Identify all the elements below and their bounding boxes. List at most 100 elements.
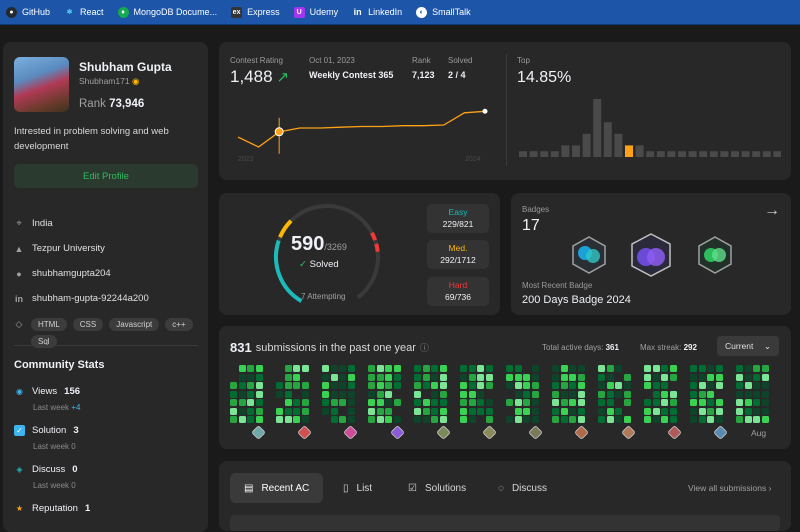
heatmap-cell[interactable] xyxy=(247,390,254,398)
heatmap-cell[interactable] xyxy=(255,382,263,389)
heatmap-cell[interactable] xyxy=(385,373,392,381)
heatmap-cell[interactable] xyxy=(255,399,263,406)
heatmap-cell[interactable] xyxy=(652,407,660,415)
heatmap-cell[interactable] xyxy=(439,390,447,398)
heatmap-cell[interactable] xyxy=(368,399,375,406)
heatmap-cell[interactable] xyxy=(393,365,401,372)
heatmap-cell[interactable] xyxy=(753,407,760,415)
bookmark-smalltalk[interactable]: ◐ SmallTalk xyxy=(416,6,471,18)
heatmap-cell[interactable] xyxy=(284,382,292,389)
heatmap-cell[interactable] xyxy=(652,390,660,398)
heatmap-cell[interactable] xyxy=(322,373,329,381)
heatmap-cell[interactable] xyxy=(330,407,338,415)
heatmap-cell[interactable] xyxy=(293,407,300,415)
heatmap-cell[interactable] xyxy=(422,373,430,381)
heatmap-cell[interactable] xyxy=(238,382,246,389)
month-badge-icon[interactable] xyxy=(574,425,590,440)
heatmap-cell[interactable] xyxy=(552,416,559,423)
heatmap-cell[interactable] xyxy=(301,365,309,372)
heatmap-cell[interactable] xyxy=(514,373,522,381)
heatmap-cell[interactable] xyxy=(247,407,254,415)
heatmap-cell[interactable] xyxy=(736,416,743,423)
heatmap-cell[interactable] xyxy=(698,390,706,398)
heatmap-cell[interactable] xyxy=(753,416,760,423)
heatmap-cell[interactable] xyxy=(569,373,576,381)
heatmap-cell[interactable] xyxy=(422,382,430,389)
heatmap-cell[interactable] xyxy=(293,399,300,406)
heatmap-cell[interactable] xyxy=(393,373,401,381)
heatmap-cell[interactable] xyxy=(393,382,401,389)
heatmap-cell[interactable] xyxy=(255,390,263,398)
heatmap-cell[interactable] xyxy=(761,416,769,423)
heatmap-cell[interactable] xyxy=(368,365,375,372)
badge-icon[interactable] xyxy=(569,235,609,275)
month-badge-icon[interactable] xyxy=(482,425,497,440)
heatmap-cell[interactable] xyxy=(644,373,651,381)
heatmap-cell[interactable] xyxy=(736,399,743,406)
heatmap-cell[interactable] xyxy=(276,390,283,398)
heatmap-cell[interactable] xyxy=(506,365,513,372)
heatmap-cell[interactable] xyxy=(606,382,614,389)
heatmap-cell[interactable] xyxy=(376,365,384,372)
heatmap-cell[interactable] xyxy=(385,390,392,398)
heatmap-cell[interactable] xyxy=(431,373,438,381)
heatmap-cell[interactable] xyxy=(468,416,476,423)
heatmap-cell[interactable] xyxy=(623,416,631,423)
heatmap-cell[interactable] xyxy=(414,399,421,406)
heatmap-cell[interactable] xyxy=(506,416,513,423)
heatmap-cell[interactable] xyxy=(598,407,605,415)
heatmap-cell[interactable] xyxy=(715,416,723,423)
heatmap-cell[interactable] xyxy=(523,399,530,406)
heatmap-cell[interactable] xyxy=(230,416,237,423)
heatmap-cell[interactable] xyxy=(690,390,697,398)
heatmap-cell[interactable] xyxy=(468,407,476,415)
heatmap-cell[interactable] xyxy=(422,399,430,406)
heatmap-cell[interactable] xyxy=(230,390,237,398)
bookmark-mongodb[interactable]: ♦ MongoDB Docume... xyxy=(117,6,217,18)
heatmap-cell[interactable] xyxy=(552,373,559,381)
heatmap-cell[interactable] xyxy=(284,373,292,381)
month-badge-icon[interactable] xyxy=(435,425,451,440)
heatmap-cell[interactable] xyxy=(514,390,522,398)
heatmap-cell[interactable] xyxy=(569,399,576,406)
heatmap-cell[interactable] xyxy=(330,365,338,372)
heatmap-cell[interactable] xyxy=(644,407,651,415)
heatmap-cell[interactable] xyxy=(414,382,421,389)
heatmap-cell[interactable] xyxy=(414,407,421,415)
heatmap-cell[interactable] xyxy=(669,365,677,372)
heatmap-cell[interactable] xyxy=(744,399,752,406)
heatmap-cell[interactable] xyxy=(339,365,346,372)
heatmap-cell[interactable] xyxy=(247,373,254,381)
heatmap-cell[interactable] xyxy=(347,390,355,398)
heatmap-cell[interactable] xyxy=(715,373,723,381)
month-badge-icon[interactable] xyxy=(343,425,359,440)
heatmap-cell[interactable] xyxy=(569,365,576,372)
heatmap-cell[interactable] xyxy=(339,382,346,389)
skill-tag[interactable]: CSS xyxy=(72,318,104,331)
heatmap-cell[interactable] xyxy=(560,407,568,415)
heatmap-cell[interactable] xyxy=(523,373,530,381)
heatmap-cell[interactable] xyxy=(347,407,355,415)
heatmap-cell[interactable] xyxy=(322,390,329,398)
heatmap-cell[interactable] xyxy=(715,407,723,415)
heatmap-cell[interactable] xyxy=(615,382,622,389)
heatmap-cell[interactable] xyxy=(598,373,605,381)
heatmap-cell[interactable] xyxy=(715,399,723,406)
heatmap-cell[interactable] xyxy=(301,416,309,423)
rating-chart[interactable] xyxy=(230,90,496,170)
heatmap-cell[interactable] xyxy=(598,382,605,389)
heatmap-cell[interactable] xyxy=(255,365,263,372)
heatmap-cell[interactable] xyxy=(744,382,752,389)
heatmap-cell[interactable] xyxy=(431,416,438,423)
heatmap-cell[interactable] xyxy=(468,399,476,406)
heatmap-cell[interactable] xyxy=(698,399,706,406)
hard-stat[interactable]: Hard 69/736 xyxy=(427,277,489,306)
heatmap-cell[interactable] xyxy=(255,407,263,415)
heatmap-cell[interactable] xyxy=(598,390,605,398)
month-badge-icon[interactable] xyxy=(251,425,266,440)
tab-solutions[interactable]: ☑ Solutions xyxy=(408,482,467,494)
heatmap-cell[interactable] xyxy=(368,382,375,389)
heatmap-cell[interactable] xyxy=(322,399,329,406)
heatmap-cell[interactable] xyxy=(531,399,539,406)
heatmap-cell[interactable] xyxy=(230,382,237,389)
